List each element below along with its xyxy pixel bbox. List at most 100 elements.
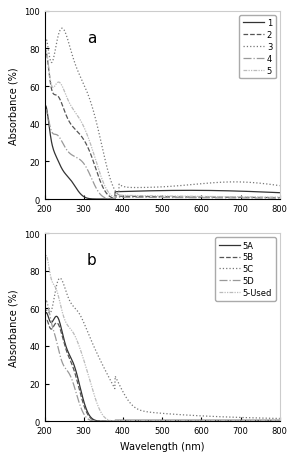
- 5C: [104, 368, 107, 374]
- Line: 5A: 5A: [44, 313, 280, 421]
- 5-Used: [278, 418, 281, 423]
- 5D: [113, 419, 117, 424]
- 5-Used: [43, 261, 46, 267]
- 5C: [200, 413, 204, 419]
- 5A: [182, 418, 186, 423]
- Text: b: b: [87, 252, 96, 267]
- 5D: [182, 418, 186, 424]
- 5-Used: [44, 253, 48, 259]
- 1: [278, 190, 281, 196]
- 5D: [150, 418, 154, 424]
- 1: [43, 105, 46, 110]
- 2: [85, 142, 88, 148]
- 3: [43, 41, 46, 47]
- 2: [113, 196, 117, 202]
- Line: 5D: 5D: [44, 301, 280, 421]
- Line: 5C: 5C: [44, 279, 280, 419]
- 4: [221, 196, 224, 201]
- 4: [182, 196, 186, 201]
- 3: [150, 185, 154, 190]
- 5-Used: [104, 415, 107, 421]
- 3: [278, 184, 281, 189]
- 5B: [113, 419, 117, 424]
- 5B: [201, 418, 204, 424]
- X-axis label: Wavelength (nm): Wavelength (nm): [120, 441, 204, 451]
- 1: [104, 197, 107, 202]
- 5-Used: [221, 418, 224, 423]
- 4: [278, 196, 281, 202]
- 3: [221, 180, 224, 185]
- 3: [85, 89, 88, 94]
- 5C: [278, 416, 281, 421]
- 5C: [85, 327, 88, 332]
- 1: [150, 189, 154, 194]
- Line: 1: 1: [44, 106, 280, 200]
- 5B: [278, 418, 281, 424]
- 3: [117, 193, 120, 199]
- 4: [201, 196, 204, 201]
- 5B: [150, 418, 154, 424]
- 5D: [201, 418, 204, 424]
- 1: [44, 103, 47, 109]
- 1: [221, 189, 224, 194]
- 5: [43, 50, 46, 56]
- 2: [221, 195, 224, 201]
- 5C: [149, 410, 153, 415]
- 1: [85, 196, 88, 201]
- 2: [43, 52, 46, 58]
- 2: [278, 196, 281, 201]
- 5B: [182, 418, 186, 424]
- 5C: [220, 414, 224, 420]
- Y-axis label: Absorbance (%): Absorbance (%): [8, 67, 18, 145]
- 5B: [104, 419, 107, 424]
- 5: [113, 196, 117, 201]
- 3: [182, 183, 186, 189]
- Legend: 5A, 5B, 5C, 5D, 5-Used: 5A, 5B, 5C, 5D, 5-Used: [215, 238, 276, 301]
- 5C: [58, 276, 62, 281]
- 5A: [43, 315, 46, 321]
- 5-Used: [150, 418, 154, 423]
- 5D: [44, 298, 48, 304]
- 5D: [104, 419, 107, 424]
- 5-Used: [182, 418, 186, 423]
- 4: [104, 196, 107, 201]
- Line: 5-Used: 5-Used: [44, 256, 280, 421]
- 2: [104, 190, 107, 195]
- 5C: [43, 314, 46, 320]
- Line: 4: 4: [44, 110, 280, 200]
- 5-Used: [201, 418, 204, 423]
- 5B: [44, 317, 48, 322]
- 5A: [278, 418, 281, 423]
- 4: [113, 197, 117, 202]
- 5: [104, 185, 107, 190]
- 4: [85, 166, 88, 171]
- 5-Used: [113, 419, 117, 424]
- Line: 5: 5: [44, 50, 280, 198]
- 5A: [201, 418, 204, 423]
- 3: [60, 26, 64, 32]
- 5B: [85, 409, 88, 415]
- 5B: [221, 418, 224, 424]
- Y-axis label: Absorbance (%): Absorbance (%): [8, 289, 18, 366]
- 2: [44, 49, 47, 55]
- 4: [44, 107, 47, 113]
- 5A: [221, 418, 224, 423]
- Text: a: a: [87, 31, 96, 45]
- 5A: [85, 407, 88, 413]
- 5: [221, 195, 224, 200]
- 2: [201, 195, 204, 201]
- 5D: [85, 415, 88, 420]
- Line: 3: 3: [44, 29, 280, 196]
- 5: [182, 194, 186, 200]
- 5D: [43, 304, 46, 310]
- 5B: [43, 321, 46, 326]
- 4: [43, 110, 46, 115]
- 5: [150, 194, 154, 199]
- 5A: [113, 419, 117, 424]
- Line: 2: 2: [44, 52, 280, 199]
- 3: [104, 159, 107, 164]
- 5: [85, 131, 88, 136]
- 2: [150, 195, 154, 200]
- 1: [182, 188, 186, 194]
- 5: [278, 195, 281, 201]
